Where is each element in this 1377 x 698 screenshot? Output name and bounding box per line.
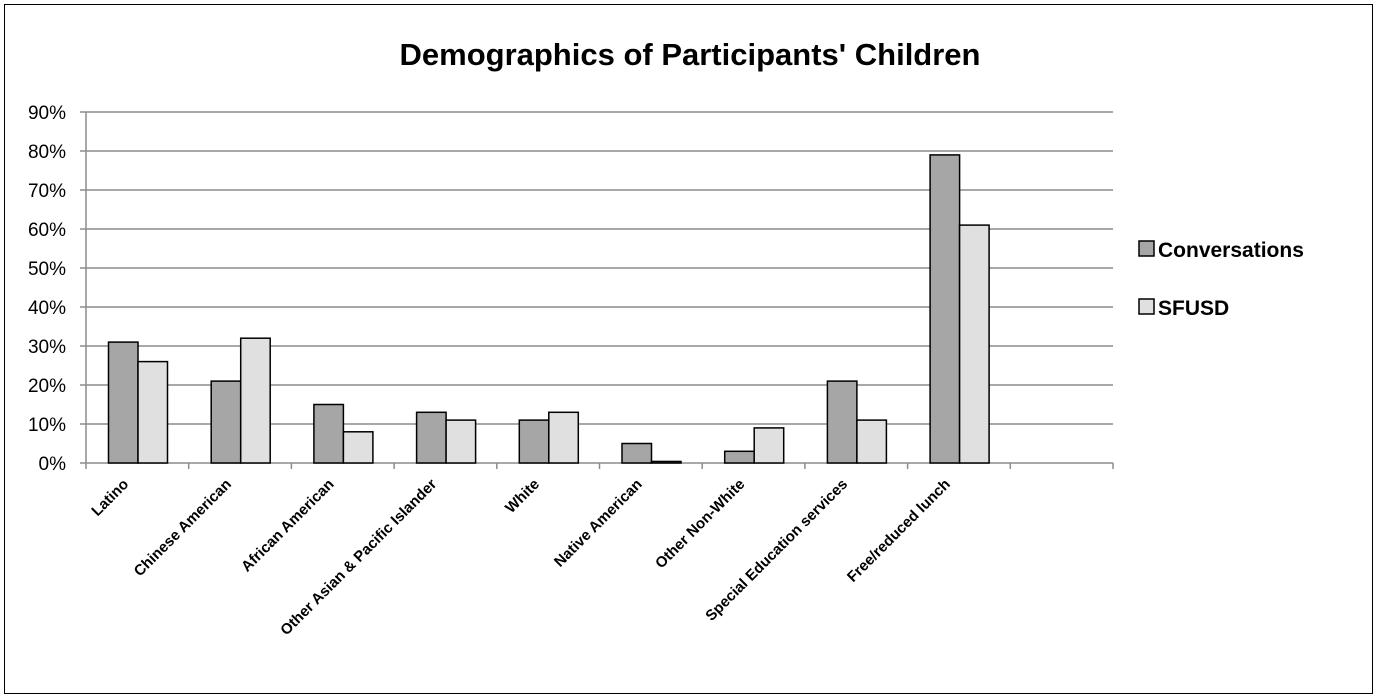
bar-conversations [107, 341, 139, 464]
x-tick-label: White [502, 476, 543, 517]
bar-sfusd [753, 427, 785, 464]
bar-sfusd [445, 419, 477, 464]
bars [107, 154, 990, 464]
bar-conversations [313, 403, 345, 464]
bar-sfusd [856, 419, 888, 464]
y-tick-label: 10% [28, 415, 66, 436]
legend: Conversations SFUSD [1138, 239, 1304, 320]
chart-frame [4, 4, 1373, 694]
y-tick-label: 60% [28, 220, 66, 241]
y-tick-label: 40% [28, 298, 66, 319]
bar-conversations [415, 411, 447, 464]
x-tick-label: Other Non-White [652, 476, 748, 572]
bar-conversations [210, 380, 242, 464]
y-tick-label: 70% [28, 181, 66, 202]
bar-sfusd [342, 431, 374, 464]
y-tick-label: 80% [28, 142, 66, 163]
y-tick-label: 0% [39, 454, 67, 475]
bar-conversations [826, 380, 858, 464]
bar-conversations [518, 419, 550, 464]
y-tick-label: 20% [28, 376, 66, 397]
bar-sfusd [548, 411, 580, 464]
bar-conversations [929, 154, 961, 464]
bar-sfusd [137, 360, 169, 464]
bar-sfusd [958, 224, 990, 464]
x-tick-label: Chinese American [131, 476, 235, 580]
bar-sfusd [650, 460, 682, 464]
legend-label-conversations: Conversations [1158, 239, 1304, 262]
y-tick-labels: 0% 10% 20% 30% 40% 50% 60% 70% 80% 90% [28, 103, 66, 475]
chart-title: Demographics of Participants' Children [400, 37, 981, 72]
y-tick-label: 30% [28, 337, 66, 358]
y-tick-label: 90% [28, 103, 66, 124]
x-tick-label: African American [238, 476, 337, 575]
x-tick-label: Free/reduced lunch [844, 476, 954, 586]
x-tick-label: Native American [551, 476, 646, 571]
legend-swatch-sfusd [1138, 298, 1155, 315]
y-tick-label: 50% [28, 259, 66, 280]
legend-label-sfusd: SFUSD [1158, 297, 1229, 320]
bar-sfusd [239, 337, 271, 464]
bar-conversations [621, 442, 653, 464]
bar-conversations [723, 450, 755, 464]
legend-swatch-conversations [1138, 240, 1155, 257]
x-tick-label: Latino [88, 476, 132, 520]
